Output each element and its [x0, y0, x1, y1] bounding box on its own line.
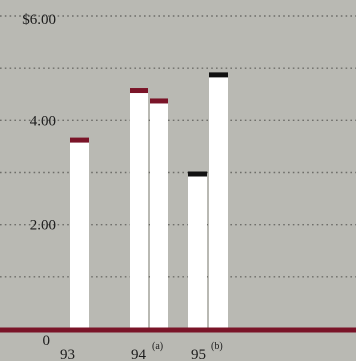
y-tick-label: 2.00 — [30, 218, 56, 234]
bar-cap — [150, 98, 168, 104]
bars — [70, 72, 228, 330]
bar-cap — [130, 88, 148, 94]
x-category-label: 95 — [191, 347, 206, 361]
labels: $6.00 4.00 2.00 0 93 94 (a) 95 (b) — [22, 12, 222, 361]
gridlines — [0, 15, 356, 278]
bar — [209, 73, 228, 329]
x-category-label: 94 — [131, 347, 147, 361]
x-category-note: (a) — [152, 341, 163, 352]
y-tick-label: $6.00 — [22, 12, 56, 28]
x-category-label: 93 — [60, 347, 75, 361]
bar — [70, 138, 89, 329]
bar — [130, 89, 148, 330]
bar — [188, 172, 207, 329]
y-tick-label: 0 — [43, 333, 51, 349]
bar-cap — [70, 137, 89, 143]
bar-cap — [188, 171, 207, 177]
y-tick-label: 4.00 — [30, 113, 56, 129]
bar-cap — [209, 72, 228, 78]
x-category-note: (b) — [211, 341, 223, 352]
bar — [150, 99, 168, 329]
